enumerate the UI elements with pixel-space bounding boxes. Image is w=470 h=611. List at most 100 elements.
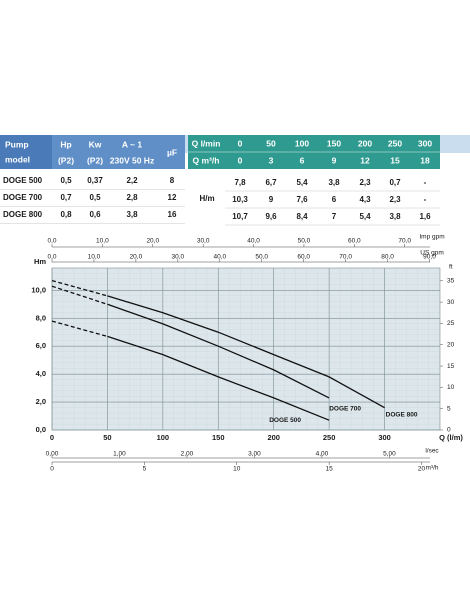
flow-value: 200 [358, 138, 372, 148]
secondary-tick-label: 10 [233, 466, 241, 473]
y-tick-label: 6,0 [36, 341, 46, 350]
head-label: H/m [199, 194, 214, 203]
y2-tick-label: 15 [447, 363, 455, 370]
secondary-tick-label: 40,0 [213, 254, 226, 261]
secondary-axis-label: m³/h [426, 465, 439, 472]
secondary-tick-label: 90,0 [423, 254, 436, 261]
model-name: DOGE 500 [3, 176, 43, 185]
y2-tick-label: 20 [447, 341, 455, 348]
secondary-tick-label: 20,0 [130, 254, 143, 261]
head-value: 2,3 [389, 195, 401, 204]
y2-tick-label: 10 [447, 384, 455, 391]
flow-value: 250 [388, 138, 402, 148]
x-tick-label: 300 [378, 433, 391, 442]
spec-value: 0,5 [60, 176, 72, 185]
head-value: - [424, 195, 427, 204]
secondary-tick-label: 0,0 [47, 254, 56, 261]
secondary-tick-label: 60,0 [297, 254, 310, 261]
spec-value: 2,2 [126, 176, 138, 185]
head-value: - [424, 178, 427, 187]
curve [107, 295, 385, 409]
head-value: 7,8 [234, 178, 246, 187]
head-value: 7,6 [296, 195, 308, 204]
y2-tick-label: 35 [447, 278, 455, 285]
head-value: 8,4 [296, 212, 308, 221]
flow-value: 0 [238, 155, 243, 165]
secondary-tick-label: 15 [326, 466, 334, 473]
spec-value: 0,7 [60, 193, 72, 202]
spec-value: 16 [168, 210, 177, 219]
y2-axis-label: ft [449, 264, 453, 271]
flow-value: 150 [327, 138, 341, 148]
secondary-axis-label: Imp gpm [419, 234, 444, 241]
head-value: 4,3 [359, 195, 371, 204]
y2-tick-label: 0 [447, 427, 451, 434]
flow-value: 9 [332, 155, 337, 165]
y2-tick-label: 30 [447, 299, 455, 306]
secondary-tick-label: 1,00 [113, 451, 126, 458]
curve-label: DOGE 500 [269, 417, 301, 424]
curve-label: DOGE 800 [386, 411, 418, 418]
curve-label: DOGE 700 [329, 406, 361, 413]
secondary-tick-label: 10,0 [88, 254, 101, 261]
model-header [0, 135, 52, 169]
head-value: 6 [332, 195, 337, 204]
spec-value: 12 [168, 193, 177, 202]
curve-dashed [51, 279, 108, 297]
y-tick-label: 8,0 [36, 313, 46, 322]
secondary-tick-label: 3,00 [248, 451, 261, 458]
secondary-tick-label: 30,0 [172, 254, 185, 261]
x-tick-label: 50 [103, 433, 111, 442]
column-subheader: (P2) [58, 155, 74, 165]
secondary-tick-label: 0,0 [47, 238, 56, 245]
secondary-tick-label: 60,0 [348, 238, 361, 245]
secondary-tick-label: 40,0 [247, 238, 260, 245]
secondary-tick-label: 50,0 [255, 254, 268, 261]
y-tick-label: 4,0 [36, 369, 46, 378]
secondary-tick-label: 30,0 [197, 238, 210, 245]
model-header-text: model [5, 154, 30, 164]
x-tick-label: 200 [267, 433, 280, 442]
column-header: Hp [60, 139, 71, 149]
secondary-tick-label: 2,00 [181, 451, 194, 458]
head-value: 10,3 [232, 195, 248, 204]
secondary-tick-label: 4,00 [316, 451, 329, 458]
secondary-tick-label: 80,0 [381, 254, 394, 261]
spec-value: 0,8 [60, 210, 72, 219]
column-subheader: (P2) [87, 155, 103, 165]
secondary-tick-label: 10,0 [96, 238, 109, 245]
flow-value: 50 [266, 138, 276, 148]
column-header: A ~ 1 [122, 139, 143, 149]
curve-dashed [51, 320, 108, 338]
spec-value: 3,8 [126, 210, 138, 219]
flow-value: 12 [360, 155, 370, 165]
column-subheader: 230V 50 Hz [110, 155, 154, 165]
flow-label: Q m³/h [193, 155, 220, 165]
head-value: 9,6 [265, 212, 277, 221]
secondary-tick-label: 0,00 [46, 451, 59, 458]
secondary-tick-label: 20,0 [146, 238, 159, 245]
head-value: 6,7 [265, 178, 277, 187]
spec-value: 2,8 [126, 193, 138, 202]
flow-value: 100 [295, 138, 309, 148]
column-header: µF [167, 147, 177, 157]
spec-value: 8 [170, 176, 175, 185]
flow-value: 15 [390, 155, 400, 165]
head-value: 9 [269, 195, 274, 204]
flow-value: 3 [269, 155, 274, 165]
y-tick-label: 0,0 [36, 425, 46, 434]
flow-value: 6 [300, 155, 305, 165]
flow-value: 18 [420, 155, 430, 165]
head-value: 3,8 [389, 212, 401, 221]
x-tick-label: 150 [212, 433, 225, 442]
column-header: Kw [89, 139, 102, 149]
head-value: 10,7 [232, 212, 248, 221]
model-name: DOGE 800 [3, 210, 43, 219]
secondary-tick-label: 0 [50, 466, 54, 473]
secondary-axis-label: l/sec [425, 448, 439, 455]
secondary-tick-label: 20 [418, 466, 426, 473]
head-value: 7 [332, 212, 337, 221]
flow-label: Q l/min [192, 138, 221, 148]
spec-value: 0,5 [89, 193, 101, 202]
